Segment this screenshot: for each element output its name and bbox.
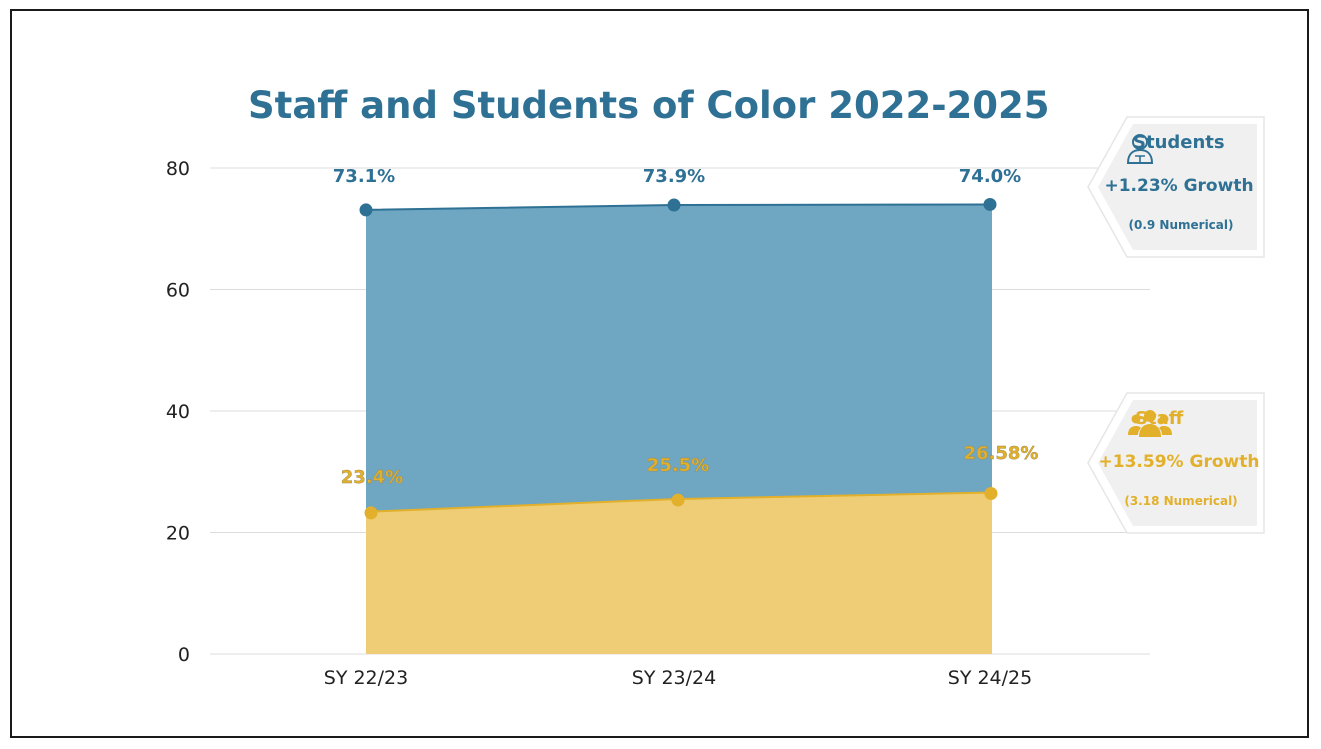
students-data-label: 73.1%	[333, 166, 395, 187]
x-tick-label: SY 22/23	[324, 667, 408, 689]
area-layer	[366, 204, 992, 654]
staff-growth-callout: Staff +13.59% Growth (3.18 Numerical)	[1087, 392, 1265, 534]
staff-area	[366, 492, 992, 654]
students-growth-text: +1.23% Growth	[1104, 176, 1254, 196]
y-tick-label: 40	[166, 401, 190, 423]
staff-numerical-text: (3.18 Numerical)	[1124, 494, 1238, 508]
staff-point	[364, 506, 378, 520]
y-tick-label: 20	[166, 523, 190, 545]
staff-data-label: 23.4%	[341, 467, 403, 488]
students-data-label: 74.0%	[959, 166, 1021, 187]
students-callout-title: Students	[1133, 132, 1225, 153]
x-tick-label: SY 23/24	[632, 667, 716, 689]
y-tick-label: 60	[166, 280, 190, 302]
students-numerical-text: (0.9 Numerical)	[1128, 218, 1234, 232]
staff-data-label: 26.58%	[964, 443, 1039, 464]
students-point	[983, 197, 997, 211]
marks-layer	[359, 197, 998, 520]
staff-growth-text: +13.59% Growth	[1098, 452, 1260, 472]
students-point	[667, 198, 681, 212]
staff-point	[671, 493, 685, 507]
students-growth-callout: Students +1.23% Growth (0.9 Numerical)	[1087, 116, 1265, 258]
labels-layer: 0 20 40 60 80 SY 22/23 SY 23/24 SY 24/25 73.1% 73…	[166, 158, 1039, 689]
staff-data-label: 25.5%	[647, 455, 709, 476]
staff-point	[984, 487, 998, 501]
y-tick-label: 80	[166, 158, 190, 180]
students-point	[359, 203, 373, 217]
chart-title: Staff and Students of Color 2022-2025	[248, 84, 1050, 127]
students-data-label: 73.9%	[643, 166, 705, 187]
y-tick-label: 0	[178, 644, 190, 666]
x-tick-label: SY 24/25	[948, 667, 1032, 689]
